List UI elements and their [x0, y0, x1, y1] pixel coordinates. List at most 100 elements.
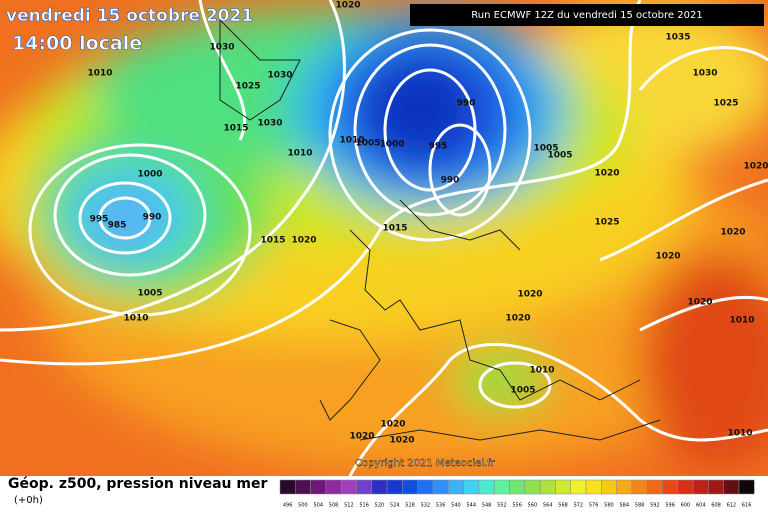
scale-label: 576: [589, 503, 599, 509]
isobar-label: 1035: [665, 33, 690, 43]
isobar-label: 995: [429, 142, 448, 152]
isobar-label: 1000: [137, 170, 162, 180]
run-info: Run ECMWF 12Z du vendredi 15 octobre 202…: [471, 10, 702, 21]
isobar-label: 1010: [287, 149, 312, 159]
scale-label: 580: [604, 503, 614, 509]
isobar-label: 990: [457, 99, 476, 109]
scale-swatch: [601, 479, 617, 495]
isobar-label: 1010: [727, 429, 752, 439]
isobar-label: 1015: [223, 124, 248, 134]
scale-swatch: [539, 479, 556, 495]
scale-label: 612: [727, 503, 737, 509]
scale-label: 608: [711, 503, 721, 509]
scale-swatch: [432, 479, 449, 495]
scale-swatch: [340, 479, 357, 495]
isobar-label: 1015: [382, 224, 407, 234]
scale-label: 616: [742, 503, 752, 509]
isobar-label: 985: [108, 221, 127, 231]
geopotential-field: [0, 0, 768, 476]
isobar-label: 1015: [260, 236, 285, 246]
scale-swatch: [478, 479, 495, 495]
scale-label: 560: [528, 503, 538, 509]
isobar-label: 1030: [209, 43, 234, 53]
scale-label: 568: [558, 503, 568, 509]
scale-label: 524: [390, 503, 400, 509]
scale-swatch: [417, 479, 434, 495]
scale-label: 536: [436, 503, 446, 509]
copyright: Copyright 2021 Meteociel.fr: [355, 458, 496, 469]
scale-label: 504: [313, 503, 323, 509]
isobar-label: 1020: [380, 420, 405, 430]
scale-label: 512: [344, 503, 354, 509]
scale-swatch: [585, 479, 602, 495]
scale-label: 588: [635, 503, 645, 509]
isobar-label: 1025: [235, 82, 260, 92]
isobar-label: 1025: [713, 99, 738, 109]
scale-swatch: [631, 479, 648, 495]
scale-swatch: [509, 479, 526, 495]
scale-label: 556: [512, 503, 522, 509]
scale-swatch: [356, 479, 373, 495]
scale-swatch: [295, 479, 311, 495]
scale-label: 500: [298, 503, 308, 509]
scale-swatch: [371, 479, 388, 495]
scale-swatch: [310, 479, 327, 495]
isobar-label: 1030: [692, 69, 717, 79]
run-box: [410, 4, 764, 26]
scale-swatch: [708, 479, 724, 495]
scale-swatch: [448, 479, 464, 495]
isobar-label: 1020: [349, 432, 374, 442]
date-title: vendredi 15 octobre 2021: [6, 6, 253, 26]
isobar-label: 1005: [547, 151, 572, 161]
isobar-label: 1020: [594, 169, 619, 179]
isobar-label: 1030: [257, 119, 282, 129]
scale-swatch: [662, 479, 679, 495]
scale-swatch: [646, 479, 663, 495]
scale-label: 520: [375, 503, 385, 509]
isobar-label: 1020: [505, 314, 530, 324]
scale-swatch: [616, 479, 633, 495]
scale-label: 596: [665, 503, 675, 509]
footer-step: (+0h): [14, 495, 43, 506]
scale-swatch: [692, 479, 709, 495]
isobar-label: 1020: [291, 236, 316, 246]
isobar-label: 1005: [533, 144, 558, 154]
isobar-label: 1020: [655, 252, 680, 262]
scale-label: 516: [359, 503, 369, 509]
isobars: [0, 0, 768, 476]
time-title: 14:00 locale: [12, 33, 142, 55]
scale-swatch: [555, 479, 571, 495]
scale-swatch: [325, 479, 342, 495]
scale-swatch: [570, 479, 587, 495]
scale-label: 564: [543, 503, 553, 509]
scale-swatch: [279, 479, 296, 495]
scale-label: 544: [466, 503, 476, 509]
isobar-label: 1025: [594, 218, 619, 228]
isobar-label: 990: [441, 176, 460, 186]
isobar-label: 1020: [389, 436, 414, 446]
scale-label: 548: [482, 503, 492, 509]
isobar-label: 1030: [267, 71, 292, 81]
scale-label: 600: [681, 503, 691, 509]
isobar-label: 1010: [87, 69, 112, 79]
isobar-label: 1020: [720, 228, 745, 238]
scale-label: 496: [283, 503, 293, 509]
scale-swatch: [493, 479, 510, 495]
isobar-label: 995: [90, 215, 109, 225]
scale-swatch: [386, 479, 403, 495]
scale-label: 508: [329, 503, 339, 509]
coastlines: [219, 18, 661, 441]
scale-label: 592: [650, 503, 660, 509]
isobar-label: 1010: [339, 136, 364, 146]
scale-label: 584: [619, 503, 629, 509]
isobar-label: 1010: [729, 316, 754, 326]
isobar-label: 1005: [355, 139, 380, 149]
isobar-label: 1005: [137, 289, 162, 299]
isobar-label: 990: [143, 213, 162, 223]
isobar-label: 1000: [379, 140, 404, 150]
scale-label: 604: [696, 503, 706, 509]
scale-label: 540: [451, 503, 461, 509]
scale-swatch: [402, 479, 418, 495]
scale-label: 532: [421, 503, 431, 509]
